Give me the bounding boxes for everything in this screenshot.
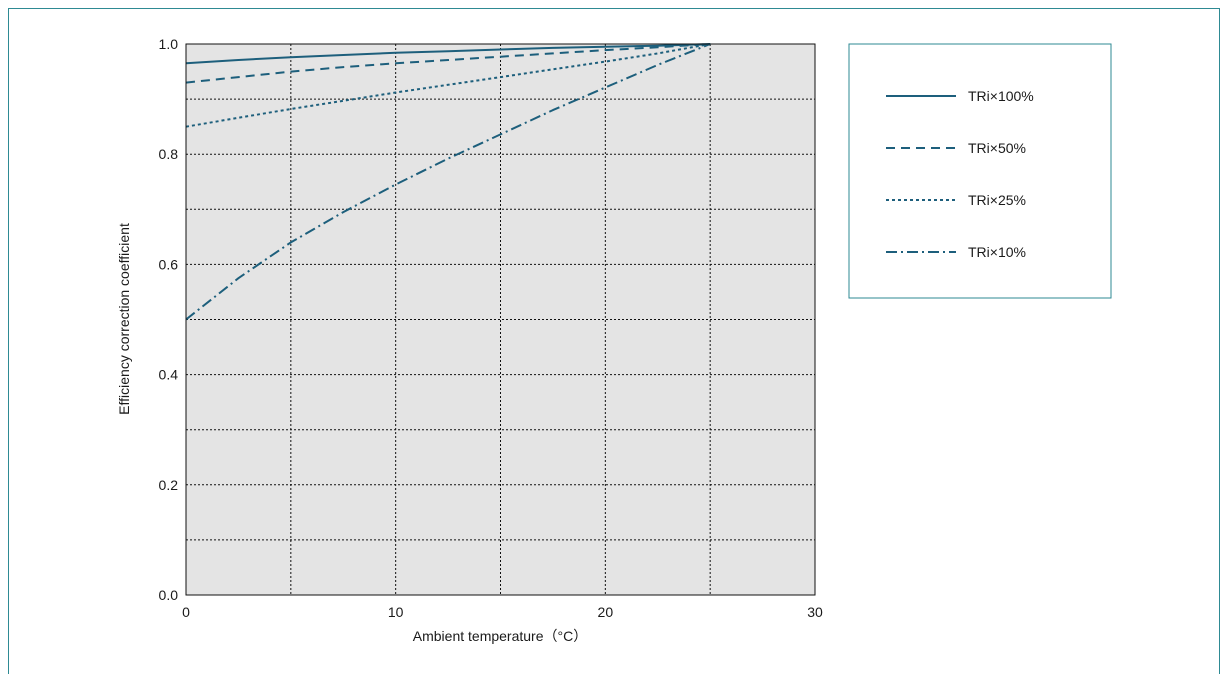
grid-lines [186, 44, 815, 595]
y-tick-label: 0.2 [159, 477, 179, 493]
y-tick-label: 0.4 [159, 367, 179, 383]
x-tick-label: 10 [388, 604, 404, 620]
y-axis-title: Efficiency correction coefficient [116, 223, 132, 415]
legend-label-2: TRi×50% [968, 140, 1026, 156]
series-line-3 [185, 43, 711, 128]
figure-frame [8, 8, 1220, 674]
legend-label-1: TRi×100% [968, 88, 1034, 104]
x-tick-label: 30 [807, 604, 823, 620]
y-tick-label: 0.0 [159, 587, 179, 603]
x-tick-label: 0 [182, 604, 190, 620]
legend-items: TRi×100% TRi×50% TRi×25% TRi×10% [886, 88, 1034, 260]
series-line-2 [185, 43, 711, 84]
x-tick-labels: 0 10 20 30 [182, 604, 823, 620]
y-tick-label: 0.8 [159, 146, 179, 162]
series-line-1 [185, 43, 711, 65]
legend-label-4: TRi×10% [968, 244, 1026, 260]
y-tick-label: 1.0 [159, 36, 179, 52]
legend-label-3: TRi×25% [968, 192, 1026, 208]
legend-box [848, 43, 1112, 299]
series-line-4 [185, 43, 711, 321]
plot-border [185, 43, 816, 596]
legend: TRi×100% TRi×50% TRi×25% TRi×10% [848, 43, 1112, 299]
x-axis-title: Ambient temperature（°C） [413, 628, 587, 644]
y-tick-label: 0.6 [159, 256, 179, 272]
y-tick-labels: 0.0 0.2 0.4 0.6 0.8 1.0 [159, 36, 179, 603]
x-tick-label: 20 [598, 604, 614, 620]
series-lines [185, 43, 711, 321]
